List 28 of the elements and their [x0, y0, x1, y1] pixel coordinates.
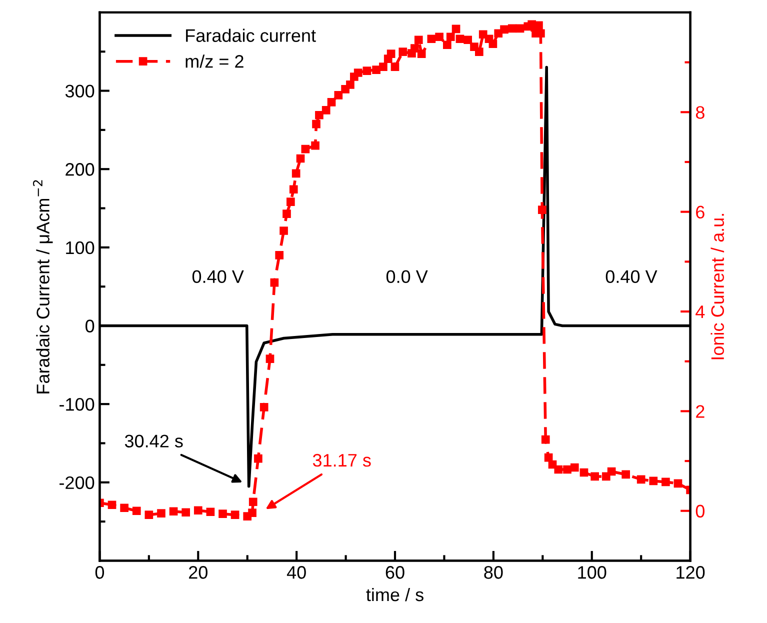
x-tick-label: 120 [676, 566, 705, 579]
legend-label: m/z = 2 [186, 54, 244, 68]
y-tick-label: 200 [66, 163, 94, 176]
y-tick-label: -100 [60, 398, 94, 411]
x-tick-label: 0 [95, 566, 104, 579]
y2-tick-label: 6 [696, 206, 704, 219]
annotation: 0.40 V [606, 270, 658, 284]
y2-tick-label: 8 [696, 106, 704, 119]
annotation: 31.17 s [312, 454, 371, 467]
annotation: 30.42 s [124, 434, 183, 448]
y-tick-label: 0 [86, 320, 94, 332]
y2-tick-label: 2 [696, 405, 704, 418]
y-tick-label: 300 [65, 84, 94, 98]
x-axis-title: time / s [366, 588, 424, 602]
x-tick-label: 80 [484, 566, 503, 579]
y-tick-label: -200 [60, 476, 94, 490]
annotation: 0.0 V [386, 270, 428, 284]
y2-tick-label: 4 [696, 306, 705, 318]
x-tick-label: 20 [189, 566, 208, 579]
y-tick-label: 100 [66, 241, 94, 254]
annotation: 0.40 V [192, 270, 244, 284]
x-tick-label: 40 [286, 566, 306, 579]
x-tick-label: 100 [578, 566, 606, 579]
y2-tick-label: 0 [696, 504, 704, 518]
legend-label: Faradaic current [186, 28, 316, 42]
x-tick-label: 60 [386, 566, 404, 579]
y-axis-title: Faradaic Current / μAcm$^{−2}$ [32, 180, 53, 394]
y2-axis-title: Ionic Current / a.u. [710, 214, 724, 360]
